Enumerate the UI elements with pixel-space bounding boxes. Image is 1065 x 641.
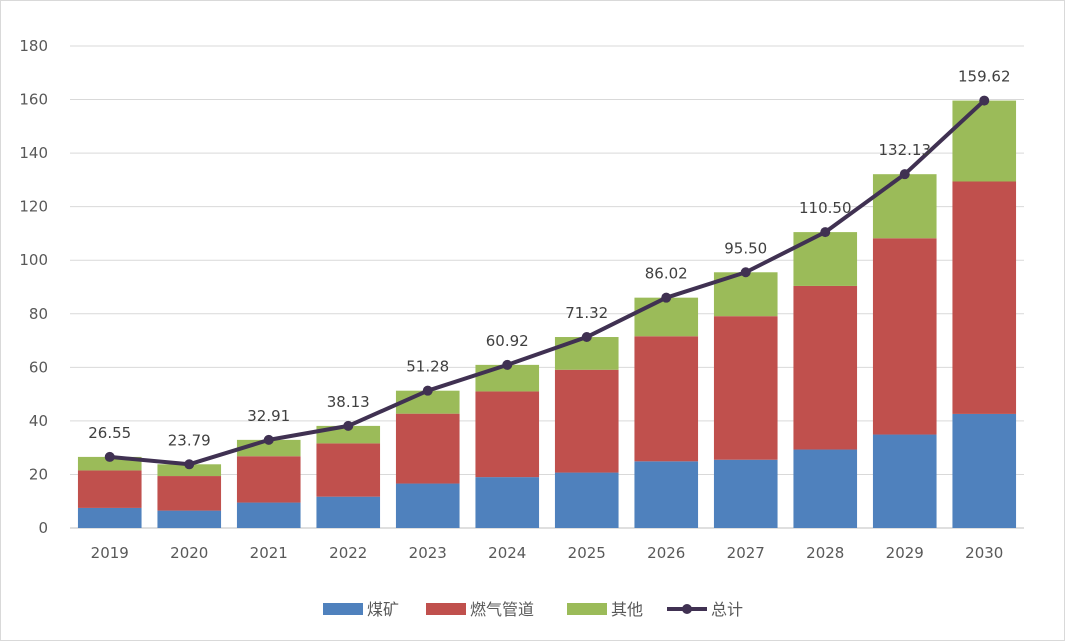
bar-segment [395,413,460,484]
x-tick-label: 2019 [91,544,129,562]
bar-segment [554,472,619,528]
bar-segment [872,174,937,239]
total-point [899,169,910,180]
bar-segment [395,483,460,528]
data-label: 38.13 [327,393,370,411]
bar-segment [157,510,222,528]
x-tick-label: 2020 [170,544,208,562]
bar-segment [793,449,858,528]
bar-segment [872,434,937,528]
total-point [502,359,513,370]
total-point [343,420,354,431]
bar-segment [952,413,1017,528]
bar-segment [872,238,937,435]
y-tick-label: 180 [19,37,48,55]
bar-segment [157,464,222,477]
bar-segment [77,470,142,508]
data-label: 132.13 [879,141,932,159]
data-label: 159.62 [958,68,1011,86]
total-point [263,434,274,445]
total-point [740,267,751,278]
x-axis: 2019 2020 2021 2022 2023 2024 2025 2026 2027 2028… [91,544,1004,562]
bar-segment [634,336,699,462]
bar-segment [236,456,301,503]
bar-segment [634,297,699,337]
total-point [820,227,831,238]
y-tick-label: 80 [29,305,48,323]
gridlines [70,45,1024,529]
bar-segment [316,443,381,497]
bar-segment [77,507,142,528]
data-label: 26.55 [88,424,131,442]
x-tick-label: 2030 [965,544,1003,562]
y-tick-label: 40 [29,412,48,430]
x-tick-label: 2023 [409,544,447,562]
x-tick-label: 2022 [329,544,367,562]
y-tick-label: 160 [19,91,48,109]
bar-segment [793,232,858,286]
data-label: 95.50 [724,239,767,257]
total-point [979,95,990,106]
bar-segment [157,476,222,511]
bar-segment [634,461,699,528]
y-tick-label: 120 [19,198,48,216]
x-tick-label: 2029 [886,544,924,562]
y-tick-label: 0 [38,519,48,537]
legend-swatch [426,603,466,615]
total-point [104,451,115,462]
data-label: 86.02 [645,265,688,283]
y-tick-label: 100 [19,251,48,269]
bar-segment [316,496,381,528]
total-point [581,332,592,343]
legend-swatch [567,603,607,615]
data-labels: 26.55 23.79 32.91 38.13 51.28 60.92 71.32 86.02… [88,68,1010,450]
x-tick-label: 2025 [568,544,606,562]
y-tick-label: 20 [29,465,48,483]
legend-label: 燃气管道 [470,600,534,619]
y-tick-label: 140 [19,144,48,162]
data-label: 71.32 [565,304,608,322]
data-label: 32.91 [247,407,290,425]
bar-segment [554,369,619,473]
bar-segment [475,391,540,478]
bar-segment [952,181,1017,414]
y-axis: 0 20 40 60 80 100 120 140 160 180 [19,37,48,537]
bar-segment [713,316,778,460]
total-point [661,292,672,303]
data-label: 51.28 [406,358,449,376]
bar-segment [793,285,858,450]
legend-label: 煤矿 [367,600,399,619]
x-tick-label: 2021 [250,544,288,562]
data-label: 23.79 [168,431,211,449]
bar-segment [475,477,540,528]
bar-segment [952,100,1017,182]
legend-label: 总计 [711,600,743,619]
data-label: 60.92 [486,332,529,350]
legend-swatch [323,603,363,615]
x-tick-label: 2024 [488,544,526,562]
total-line-path [109,99,986,467]
legend: 煤矿 燃气管道 其他 总计 [323,600,743,619]
y-tick-label: 60 [29,358,48,376]
x-tick-label: 2026 [647,544,685,562]
total-point [422,385,433,396]
data-label: 110.50 [799,199,852,217]
x-tick-label: 2027 [727,544,765,562]
legend-marker [682,604,692,614]
total-line [104,95,990,470]
bars [77,100,1017,528]
x-tick-label: 2028 [806,544,844,562]
total-point [184,459,195,470]
bar-segment [236,502,301,528]
bar-segment [713,459,778,528]
legend-label: 其他 [611,600,643,619]
